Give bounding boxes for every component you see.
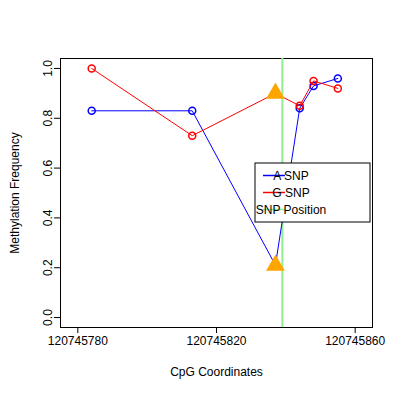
svg-text:1.0: 1.0 xyxy=(41,60,55,77)
svg-text:CpG Coordinates: CpG Coordinates xyxy=(170,365,263,379)
svg-text:120745820: 120745820 xyxy=(186,334,246,348)
svg-text:120745780: 120745780 xyxy=(48,334,108,348)
svg-text:A SNP: A SNP xyxy=(273,169,308,183)
svg-text:0.8: 0.8 xyxy=(41,110,55,127)
svg-text:SNP Position: SNP Position xyxy=(256,203,326,217)
svg-text:0.4: 0.4 xyxy=(41,209,55,226)
svg-text:0.2: 0.2 xyxy=(41,259,55,276)
svg-text:G SNP: G SNP xyxy=(272,186,309,200)
svg-text:Methylation Frequency: Methylation Frequency xyxy=(8,132,22,253)
svg-text:0.6: 0.6 xyxy=(41,159,55,176)
svg-text:120745860: 120745860 xyxy=(325,334,385,348)
svg-text:0.0: 0.0 xyxy=(41,309,55,326)
